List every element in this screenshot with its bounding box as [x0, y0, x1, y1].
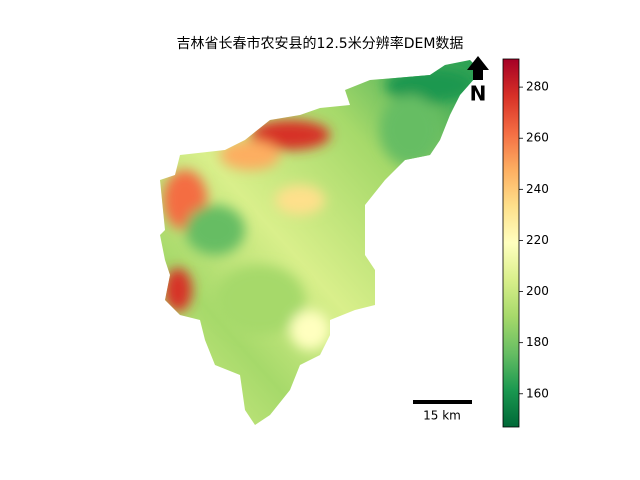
map-title: 吉林省长春市农安县的12.5米分辨率DEM数据 [177, 35, 464, 52]
colorbar-tick-label: 280 [526, 80, 549, 94]
north-label: N [470, 82, 487, 106]
north-arrow [467, 56, 489, 80]
dem-raster [160, 60, 480, 425]
colorbar-tick-label: 180 [526, 335, 549, 349]
colorbar [502, 58, 520, 428]
scale-bar [413, 400, 472, 404]
colorbar-tick-label: 260 [526, 131, 549, 145]
colorbar-ticks: 160 180 200 220 240 260 280 [519, 80, 549, 400]
colorbar-tick-label: 220 [526, 233, 549, 247]
scale-bar-label: 15 km [423, 409, 461, 423]
colorbar-tick-label: 160 [526, 386, 549, 400]
colorbar-tick-label: 240 [526, 182, 549, 196]
colorbar-tick-label: 200 [526, 284, 549, 298]
